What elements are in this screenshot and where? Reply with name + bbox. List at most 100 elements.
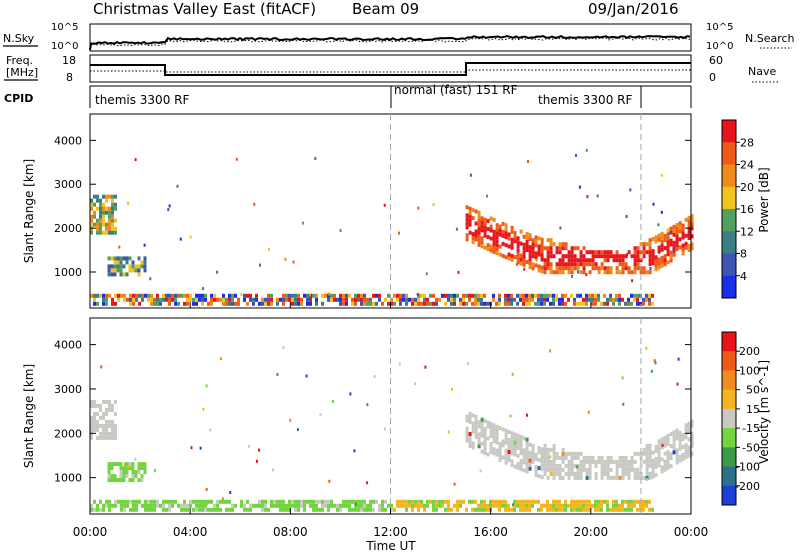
echo-cell bbox=[534, 469, 538, 473]
echo-cell bbox=[366, 297, 369, 302]
echo-cell bbox=[537, 458, 541, 463]
echo-cell bbox=[261, 503, 264, 508]
echo-cell bbox=[198, 499, 201, 504]
echo-cell bbox=[657, 443, 661, 448]
echo-cell bbox=[582, 266, 586, 271]
echo-cell bbox=[99, 507, 102, 512]
echo-cell bbox=[438, 503, 441, 508]
echo-cell bbox=[540, 463, 544, 468]
echo-cell bbox=[624, 262, 628, 267]
echo-cell bbox=[519, 459, 523, 464]
echo-cell bbox=[129, 499, 132, 504]
echo-cell bbox=[107, 470, 111, 475]
echo-cell bbox=[630, 499, 633, 504]
echo-cell bbox=[549, 507, 552, 512]
echo-cell bbox=[684, 455, 688, 460]
echo-cell bbox=[351, 507, 354, 512]
echo-cell bbox=[510, 241, 514, 246]
echo-cell bbox=[594, 262, 598, 267]
echo-cell bbox=[480, 236, 484, 241]
echo-cell bbox=[624, 459, 628, 464]
echo-cell bbox=[622, 402, 625, 406]
echo-cell bbox=[675, 436, 679, 441]
echo-cell bbox=[516, 256, 520, 261]
echo-cell bbox=[489, 503, 492, 508]
echo-cell bbox=[687, 236, 691, 240]
echo-cell bbox=[507, 236, 511, 241]
echo-cell bbox=[213, 293, 216, 298]
echo-cell bbox=[129, 507, 132, 512]
echo-cell bbox=[519, 439, 523, 444]
echo-cell bbox=[558, 463, 562, 468]
echo-cell bbox=[537, 499, 540, 504]
echo-cell bbox=[645, 503, 648, 508]
echo-cell bbox=[339, 293, 342, 298]
echo-cell bbox=[546, 503, 549, 508]
echo-cell bbox=[99, 407, 102, 412]
echo-cell bbox=[675, 448, 679, 453]
echo-cell bbox=[522, 262, 526, 267]
echo-cell bbox=[630, 503, 633, 508]
echo-cell bbox=[102, 218, 105, 223]
echo-cell bbox=[102, 431, 105, 436]
echo-cell bbox=[354, 293, 357, 298]
echo-cell bbox=[234, 503, 237, 508]
echo-cell bbox=[522, 242, 526, 247]
echo-cell bbox=[507, 454, 511, 458]
echo-cell bbox=[132, 507, 135, 512]
echo-cell bbox=[125, 256, 129, 261]
echo-cell bbox=[114, 499, 117, 504]
echo-cell bbox=[417, 503, 420, 508]
echo-cell bbox=[243, 293, 246, 298]
echo-cell bbox=[543, 246, 547, 251]
echo-cell bbox=[349, 392, 352, 396]
echo-cell bbox=[576, 467, 580, 472]
echo-cell bbox=[498, 244, 502, 249]
echo-cell bbox=[116, 264, 120, 269]
echo-cell bbox=[648, 258, 652, 263]
echo-cell bbox=[522, 448, 526, 453]
echo-cell bbox=[300, 499, 303, 504]
echo-cell bbox=[162, 507, 165, 512]
echo-cell bbox=[122, 466, 126, 471]
echo-cell bbox=[99, 214, 102, 219]
echo-cell bbox=[204, 499, 207, 504]
echo-cell bbox=[555, 499, 558, 504]
echo-cell bbox=[180, 293, 183, 298]
echo-cell bbox=[107, 256, 111, 261]
echo-cell bbox=[603, 266, 607, 271]
echo-cell bbox=[579, 262, 583, 267]
echo-cell bbox=[522, 452, 526, 457]
echo-cell bbox=[405, 503, 408, 508]
echo-cell bbox=[597, 503, 600, 508]
echo-cell bbox=[480, 507, 483, 512]
echo-cell bbox=[144, 503, 147, 508]
echo-cell bbox=[102, 415, 105, 420]
echo-cell bbox=[558, 258, 562, 263]
echo-cell bbox=[510, 459, 514, 464]
echo-cell bbox=[661, 443, 664, 447]
echo-cell bbox=[612, 258, 616, 263]
echo-cell bbox=[684, 245, 688, 250]
echo-cell bbox=[468, 218, 472, 223]
echo-cell bbox=[591, 301, 594, 306]
echo-cell bbox=[504, 243, 508, 248]
echo-cell bbox=[645, 475, 649, 480]
echo-cell bbox=[114, 194, 117, 199]
echo-cell bbox=[393, 301, 396, 306]
echo-cell bbox=[477, 293, 480, 298]
colorbar-tick-label: 28 bbox=[740, 136, 754, 149]
echo-cell bbox=[654, 263, 658, 268]
echo-cell bbox=[411, 301, 414, 306]
echo-cell bbox=[513, 440, 517, 445]
echo-cell bbox=[107, 466, 111, 471]
echo-cell bbox=[627, 301, 630, 306]
echo-cell bbox=[237, 301, 240, 306]
echo-cell bbox=[369, 499, 372, 504]
echo-cell bbox=[653, 359, 656, 363]
echo-cell bbox=[408, 499, 411, 504]
echo-cell bbox=[615, 459, 619, 464]
echo-cell bbox=[110, 462, 114, 467]
echo-cell bbox=[609, 270, 613, 275]
echo-cell bbox=[414, 503, 417, 508]
